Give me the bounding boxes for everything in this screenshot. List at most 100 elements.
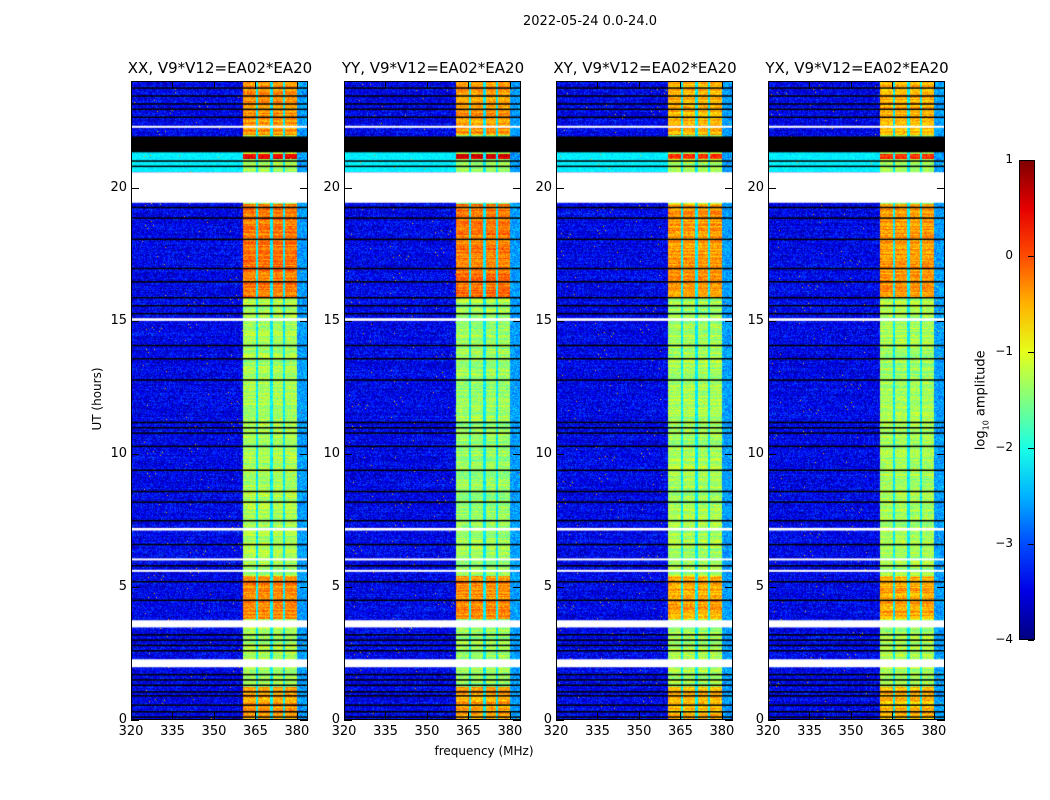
x-tick [468, 81, 470, 89]
x-tick-label: 380 [921, 724, 947, 739]
y-tick [725, 187, 733, 189]
x-tick-label: 380 [284, 724, 310, 739]
colorbar-tick [1028, 640, 1034, 641]
x-tick [933, 712, 935, 720]
y-tick-label: 20 [110, 179, 127, 195]
x-tick [892, 712, 894, 720]
y-tick [725, 720, 733, 721]
x-tick [385, 81, 387, 89]
y-tick-label: 0 [118, 712, 127, 727]
x-tick [597, 81, 599, 89]
y-tick [556, 187, 564, 189]
colorbar-tick-label: −4 [995, 632, 1013, 646]
x-tick-label: 320 [331, 724, 357, 739]
y-tick [300, 320, 308, 322]
y-tick [344, 187, 352, 189]
y-tick [556, 586, 564, 588]
x-tick [131, 712, 132, 720]
y-tick-label: 10 [323, 445, 340, 461]
y-tick [344, 453, 352, 455]
y-tick [937, 586, 945, 588]
x-tick [556, 712, 557, 720]
panel-xx [131, 81, 308, 720]
panel-title-xy: XY, V9*V12=EA02*EA20 [553, 59, 737, 77]
x-tick [809, 712, 811, 720]
x-tick [131, 81, 132, 89]
y-tick [300, 720, 308, 721]
x-tick-label: 335 [797, 724, 822, 739]
colorbar-tick [1028, 544, 1034, 545]
y-tick-label: 10 [747, 445, 764, 461]
x-tick-label: 365 [456, 724, 481, 739]
x-tick [385, 712, 387, 720]
y-tick-label: 0 [331, 712, 340, 727]
x-tick [213, 81, 215, 89]
panel-yx [768, 81, 945, 720]
y-tick [556, 453, 564, 455]
x-tick [597, 712, 599, 720]
x-tick-label: 365 [668, 724, 693, 739]
y-tick-label: 10 [535, 445, 552, 461]
y-tick-label: 15 [535, 312, 552, 328]
x-tick-label: 320 [755, 724, 781, 739]
y-tick [768, 320, 776, 322]
x-tick [426, 81, 428, 89]
x-tick-label: 320 [118, 724, 144, 739]
colorbar-tick-label: −2 [995, 440, 1013, 454]
x-tick [850, 712, 852, 720]
y-tick [768, 720, 776, 721]
x-tick [556, 81, 557, 89]
y-tick [556, 320, 564, 322]
x-tick [255, 81, 257, 89]
x-tick [933, 81, 935, 89]
y-axis-label: UT (hours) [90, 367, 104, 431]
y-tick [344, 586, 352, 588]
x-tick [768, 712, 769, 720]
y-tick [768, 187, 776, 189]
x-tick [638, 712, 640, 720]
y-tick [300, 187, 308, 189]
colorbar-tick [1028, 352, 1034, 353]
colorbar-tick-label: 1 [1005, 152, 1013, 166]
y-tick [344, 320, 352, 322]
y-tick-label: 0 [543, 712, 552, 727]
y-tick-label: 5 [118, 578, 127, 594]
y-tick-label: 15 [747, 312, 764, 328]
y-tick-label: 20 [747, 179, 764, 195]
x-tick [680, 712, 682, 720]
y-tick-label: 20 [323, 179, 340, 195]
x-tick [344, 712, 345, 720]
x-tick [468, 712, 470, 720]
y-tick [725, 453, 733, 455]
y-tick [937, 320, 945, 322]
x-tick-label: 380 [497, 724, 523, 739]
x-tick [809, 81, 811, 89]
colorbar-tick [1028, 160, 1034, 161]
y-tick [725, 320, 733, 322]
panel-title-xx: XX, V9*V12=EA02*EA20 [127, 59, 313, 77]
colorbar-tick [1028, 256, 1034, 257]
x-tick-label: 335 [373, 724, 398, 739]
x-tick [768, 81, 769, 89]
x-tick [172, 712, 174, 720]
y-tick-label: 10 [110, 445, 127, 461]
panel-title-yx: YX, V9*V12=EA02*EA20 [765, 59, 949, 77]
colorbar-tick [1028, 448, 1034, 449]
y-tick [300, 586, 308, 588]
x-tick [509, 712, 511, 720]
x-tick [721, 81, 723, 89]
x-tick [509, 81, 511, 89]
x-tick-label: 380 [709, 724, 735, 739]
heatmap-yx [769, 82, 944, 719]
x-tick-label: 320 [543, 724, 569, 739]
x-tick [172, 81, 174, 89]
x-tick-label: 365 [243, 724, 268, 739]
x-tick [255, 712, 257, 720]
y-tick [768, 586, 776, 588]
y-tick [725, 586, 733, 588]
y-tick [131, 187, 139, 189]
heatmap-yy [345, 82, 520, 719]
y-tick [131, 320, 139, 322]
x-tick [344, 81, 345, 89]
